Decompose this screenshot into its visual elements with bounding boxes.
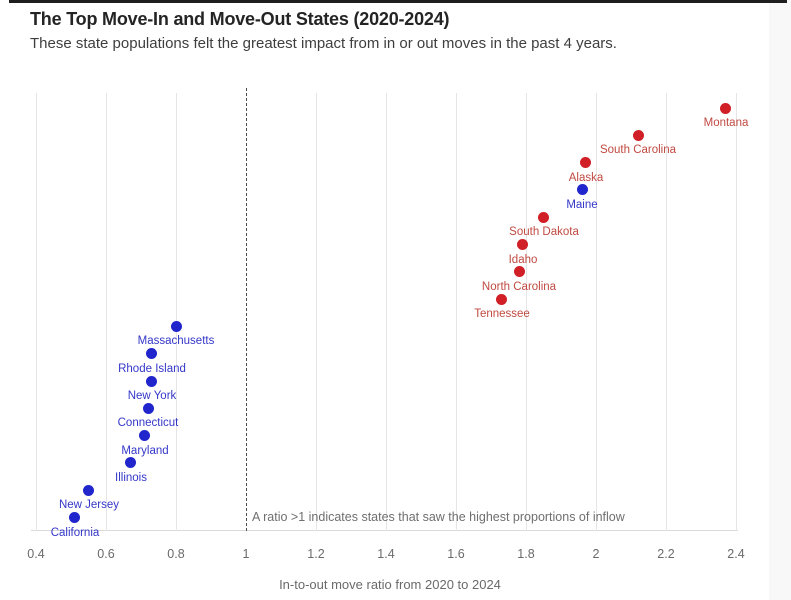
gridline-1.8 xyxy=(526,93,527,531)
gridline-0.6 xyxy=(106,93,107,531)
state-label-north-carolina: North Carolina xyxy=(481,281,557,293)
top-border xyxy=(9,0,787,3)
data-point-new-jersey[interactable] xyxy=(83,485,94,496)
state-label-idaho: Idaho xyxy=(508,254,538,266)
data-point-connecticut[interactable] xyxy=(143,403,154,414)
state-label-new-york: New York xyxy=(127,390,177,402)
state-label-massachusetts: Massachusetts xyxy=(137,335,215,347)
state-label-tennessee: Tennessee xyxy=(474,308,530,320)
right-background-strip xyxy=(769,0,791,600)
state-label-south-dakota: South Dakota xyxy=(509,226,579,238)
gridline-0.4 xyxy=(36,93,37,531)
gridline-2.4 xyxy=(736,93,737,531)
data-point-tennessee[interactable] xyxy=(496,294,507,305)
chart-subtitle: These state populations felt the greates… xyxy=(30,35,617,52)
data-point-california[interactable] xyxy=(69,512,80,523)
x-axis-title: In-to-out move ratio from 2020 to 2024 xyxy=(279,577,501,592)
data-point-illinois[interactable] xyxy=(125,457,136,468)
data-point-idaho[interactable] xyxy=(517,239,528,250)
state-label-maryland: Maryland xyxy=(121,445,169,457)
gridline-1.2 xyxy=(316,93,317,531)
state-label-rhode-island: Rhode Island xyxy=(118,363,186,375)
gridline-0.8 xyxy=(176,93,177,531)
x-tick-label-1.2: 1.2 xyxy=(307,547,325,561)
state-label-illinois: Illinois xyxy=(115,472,147,484)
gridline-2 xyxy=(596,93,597,531)
state-label-new-jersey: New Jersey xyxy=(58,499,120,511)
x-axis-line xyxy=(31,530,738,531)
data-point-maine[interactable] xyxy=(577,184,588,195)
x-tick-label-1.4: 1.4 xyxy=(377,547,395,561)
x-tick-label-2.2: 2.2 xyxy=(657,547,675,561)
gridline-1.4 xyxy=(386,93,387,531)
state-label-maine: Maine xyxy=(566,199,598,211)
reference-annotation: A ratio >1 indicates states that saw the… xyxy=(252,510,625,524)
data-point-new-york[interactable] xyxy=(146,376,157,387)
data-point-massachusetts[interactable] xyxy=(171,321,182,332)
state-label-montana: Montana xyxy=(703,117,749,129)
gridline-2.2 xyxy=(666,93,667,531)
chart-title: The Top Move-In and Move-Out States (202… xyxy=(30,9,450,29)
x-tick-label-0.6: 0.6 xyxy=(97,547,115,561)
state-label-alaska: Alaska xyxy=(568,172,604,184)
state-label-connecticut: Connecticut xyxy=(117,417,179,429)
data-point-maryland[interactable] xyxy=(139,430,150,441)
x-tick-label-1.8: 1.8 xyxy=(517,547,535,561)
x-tick-label-0.8: 0.8 xyxy=(167,547,185,561)
x-tick-label-1: 1 xyxy=(242,547,250,561)
x-tick-label-2: 2 xyxy=(592,547,600,561)
x-tick-label-0.4: 0.4 xyxy=(27,547,45,561)
data-point-south-carolina[interactable] xyxy=(633,130,644,141)
x-tick-label-1.6: 1.6 xyxy=(447,547,465,561)
data-point-rhode-island[interactable] xyxy=(146,348,157,359)
data-point-montana[interactable] xyxy=(720,103,731,114)
reference-line-ratio-1 xyxy=(246,88,247,531)
x-tick-label-2.4: 2.4 xyxy=(727,547,745,561)
state-label-south-carolina: South Carolina xyxy=(599,144,677,156)
data-point-alaska[interactable] xyxy=(580,157,591,168)
data-point-north-carolina[interactable] xyxy=(514,266,525,277)
gridline-1.6 xyxy=(456,93,457,531)
state-label-california: California xyxy=(50,527,100,539)
data-point-south-dakota[interactable] xyxy=(538,212,549,223)
